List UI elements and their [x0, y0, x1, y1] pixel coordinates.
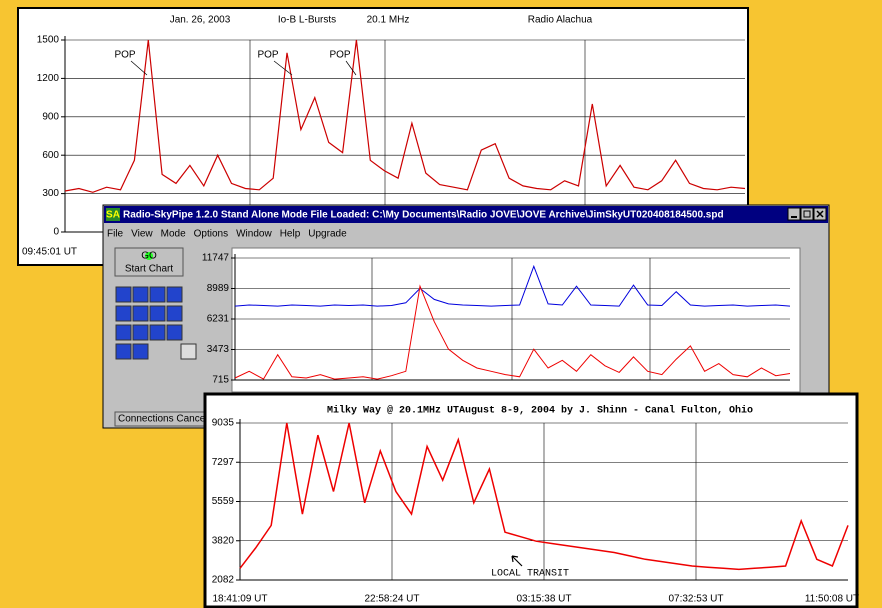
menu-item[interactable]: Mode — [161, 229, 186, 240]
tool-button[interactable] — [116, 287, 131, 302]
minimize-button[interactable] — [788, 208, 800, 220]
tool-button[interactable] — [133, 287, 148, 302]
window-buttons — [788, 208, 826, 220]
tool-button[interactable] — [150, 325, 165, 340]
start-text: Start Chart — [125, 264, 174, 275]
x-tick-label: 03:15:38 UT — [516, 594, 571, 605]
y-tick-label: 0 — [53, 227, 59, 238]
tool-button[interactable] — [150, 287, 165, 302]
screen: 0 300 600 900 1200 1500 Jan. 26, 2003 Io-B L-Bu… — [0, 0, 882, 608]
y-tick-label: 5559 — [212, 496, 235, 507]
y-tick-label: 3820 — [212, 535, 235, 546]
x-tick-label: 09:45:01 UT — [22, 247, 77, 258]
menu-item[interactable]: Upgrade — [308, 229, 347, 240]
tool-button[interactable] — [116, 306, 131, 321]
annotation: POP — [114, 50, 135, 61]
tool-button[interactable] — [133, 306, 148, 321]
y-tick-label: 900 — [42, 111, 59, 122]
menu-bar: File View Mode Options Window Help Upgrade — [107, 229, 347, 240]
y-tick-label: 8989 — [207, 283, 230, 294]
y-tick-label: 2082 — [212, 575, 235, 586]
header-text: Jan. 26, 2003 — [170, 15, 231, 26]
tool-button[interactable] — [181, 344, 196, 359]
y-tick-label: 6231 — [207, 314, 230, 325]
window-title: Radio-SkyPipe 1.2.0 Stand Alone Mode Fil… — [123, 210, 724, 221]
y-tick-label: 715 — [212, 375, 229, 386]
tool-button[interactable] — [133, 344, 148, 359]
tool-button[interactable] — [150, 306, 165, 321]
annotation: POP — [329, 50, 350, 61]
page: 0 300 600 900 1200 1500 Jan. 26, 2003 Io-B L-Bu… — [0, 0, 882, 608]
menu-item[interactable]: Help — [280, 229, 301, 240]
chart-title: Milky Way @ 20.1MHz UTAugust 8-9, 2004 b… — [327, 405, 753, 417]
x-tick-label: 11:50:08 UT — [805, 594, 859, 605]
annotation: LOCAL TRANSIT — [491, 569, 569, 580]
header-text: 20.1 MHz — [367, 15, 410, 26]
tool-button[interactable] — [167, 287, 182, 302]
tool-button[interactable] — [116, 344, 131, 359]
y-tick-label: 11747 — [202, 253, 230, 264]
x-tick-label: 07:32:53 UT — [668, 594, 723, 605]
tool-button[interactable] — [167, 325, 182, 340]
y-tick-label: 1200 — [37, 73, 60, 84]
y-tick-label: 1500 — [37, 35, 60, 46]
tool-button[interactable] — [133, 325, 148, 340]
tool-button[interactable] — [116, 325, 131, 340]
y-tick-label: 7297 — [212, 457, 235, 468]
maximize-button[interactable] — [801, 208, 813, 220]
app-icon-text: SA — [106, 210, 120, 221]
plot-area — [232, 248, 800, 392]
tool-button[interactable] — [167, 306, 182, 321]
menu-item[interactable]: View — [131, 229, 153, 240]
header-text: Io-B L-Bursts — [278, 15, 336, 26]
annotation: POP — [257, 50, 278, 61]
x-tick-label: 18:41:09 UT — [212, 594, 267, 605]
menu-item[interactable]: Window — [236, 229, 272, 240]
y-tick-label: 3473 — [207, 344, 230, 355]
y-tick-label: 9035 — [212, 418, 235, 429]
go-text: GO — [141, 251, 157, 262]
header-text: Radio Alachua — [528, 15, 593, 26]
x-tick-label: 22:58:24 UT — [364, 594, 419, 605]
menu-item[interactable]: Options — [194, 229, 228, 240]
y-tick-label: 300 — [42, 188, 59, 199]
y-tick-label: 600 — [42, 150, 59, 161]
menu-item[interactable]: File — [107, 229, 124, 240]
